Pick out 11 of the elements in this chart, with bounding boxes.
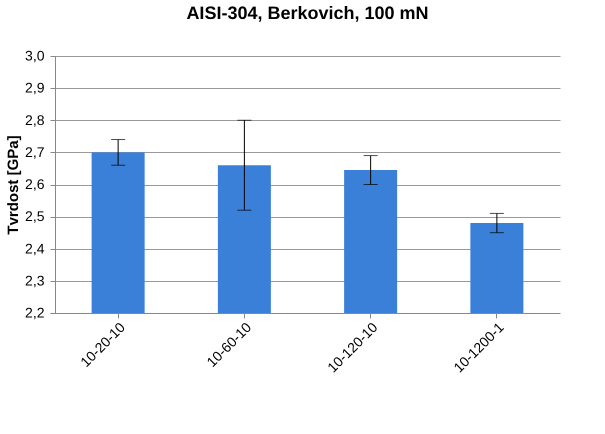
y-tick-label: 2,9	[25, 80, 45, 96]
y-tick-label: 2,4	[25, 240, 45, 256]
y-tick-label: 2,7	[25, 144, 45, 160]
y-tick-label: 2,8	[25, 112, 45, 128]
y-axis-title: Tvrdost [GPa]	[5, 135, 22, 235]
y-tick-label: 2,3	[25, 272, 45, 288]
y-tick-label: 3,0	[25, 48, 45, 64]
y-tick-label: 2,2	[25, 304, 45, 320]
chart-title: AISI-304, Berkovich, 100 mN	[186, 3, 429, 23]
y-tick-label: 2,6	[25, 176, 45, 192]
y-tick-label: 2,5	[25, 208, 45, 224]
